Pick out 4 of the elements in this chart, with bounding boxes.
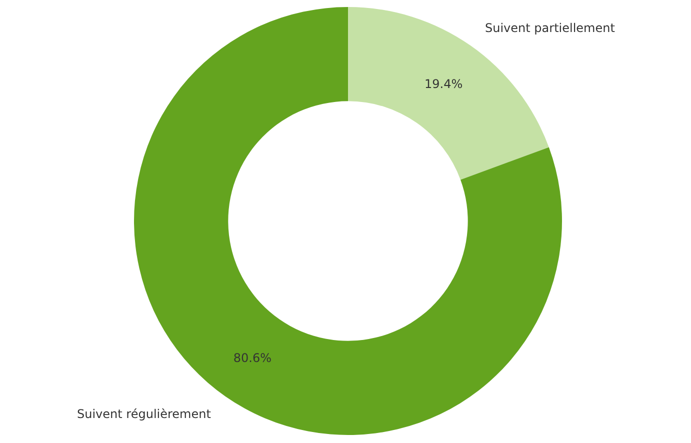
data-label: 19.4% [424,77,463,92]
slice-label: Suivent régulièrement [77,407,212,421]
slice-label: Suivent partiellement [485,21,616,35]
data-label: 80.6% [233,350,272,365]
